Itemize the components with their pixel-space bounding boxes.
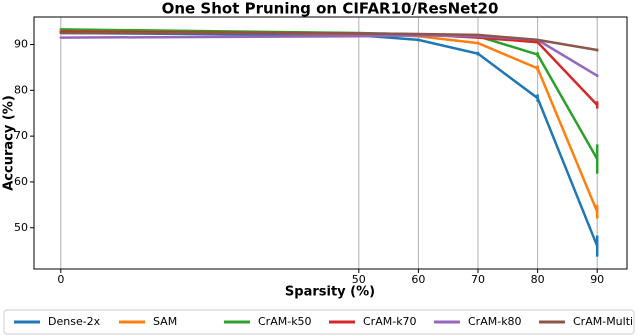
series-line — [60, 30, 599, 106]
series-line — [60, 31, 599, 247]
y-tick-label: 80 — [14, 83, 28, 96]
x-tick-label: 50 — [352, 273, 366, 286]
legend-label: Dense-2x — [48, 315, 101, 328]
legend-label: SAM — [153, 315, 177, 328]
x-tick-label: 80 — [531, 273, 545, 286]
y-tick-label: 60 — [14, 175, 28, 188]
series-line — [60, 31, 598, 52]
y-tick-label: 70 — [14, 129, 28, 142]
legend-label: CrAM-k70 — [363, 315, 417, 328]
y-tick-label: 50 — [14, 221, 28, 234]
plot-frame — [33, 16, 628, 270]
x-axis-label: Sparsity (%) — [285, 285, 375, 300]
y-tick-label: 90 — [14, 37, 28, 50]
legend-box — [3, 309, 635, 335]
x-tick-label: 60 — [411, 273, 425, 286]
series-line — [60, 30, 599, 213]
series-line — [60, 28, 599, 160]
legend-label: CrAM-Multi — [573, 315, 633, 328]
x-tick-label: 70 — [471, 273, 485, 286]
chart-title: One Shot Pruning on CIFAR10/ResNet20 — [162, 0, 499, 18]
series-line — [60, 34, 598, 77]
legend-label: CrAM-k80 — [468, 315, 522, 328]
x-tick-label: 90 — [590, 273, 604, 286]
legend-label: CrAM-k50 — [258, 315, 312, 328]
y-axis-label: Accuracy (%) — [2, 95, 17, 191]
x-tick-label: 0 — [57, 273, 64, 286]
